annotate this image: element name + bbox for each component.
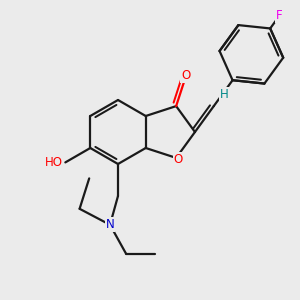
Text: N: N <box>106 218 114 231</box>
Text: H: H <box>220 88 228 101</box>
Text: O: O <box>182 69 191 82</box>
Text: HO: HO <box>45 156 63 169</box>
Text: F: F <box>276 9 283 22</box>
Text: O: O <box>173 153 183 167</box>
